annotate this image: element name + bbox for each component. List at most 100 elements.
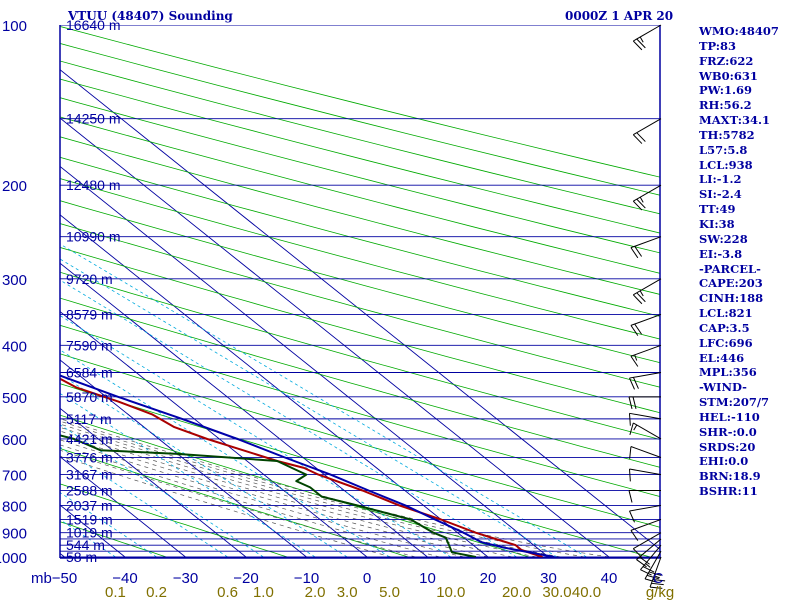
height-label: 16640 m	[66, 17, 120, 33]
height-label: 14250 m	[66, 111, 120, 127]
wind-barb	[630, 344, 662, 367]
height-label: 6584 m	[66, 365, 113, 381]
pressure-tick-label: 300	[2, 272, 27, 289]
index-item: TH:5782	[699, 127, 755, 142]
moist-adiabat-line	[60, 449, 416, 558]
mixing-ratio-label: 0.1	[105, 584, 126, 600]
parcel-trace	[60, 374, 555, 558]
index-item: MPL:356	[699, 365, 757, 380]
temperature-tick-label: −40	[112, 570, 137, 587]
sounding-time: 0000Z 1 APR 20	[565, 9, 674, 23]
height-label: 8579 m	[66, 306, 113, 322]
index-item: TT:49	[699, 202, 736, 217]
pressure-tick-label: 800	[2, 498, 27, 515]
wind-barb	[629, 422, 662, 440]
index-item: -PARCEL-	[699, 261, 761, 276]
wind-barb	[630, 236, 662, 259]
wind-barb	[628, 490, 661, 503]
temperature-trace	[60, 377, 543, 558]
height-label: 3776 m	[66, 449, 113, 465]
index-item: BRN:18.9	[699, 469, 761, 484]
index-item: CAP:3.5	[699, 320, 750, 335]
wind-barbs	[628, 24, 666, 589]
wind-barb	[628, 412, 662, 426]
wind-barb	[628, 468, 662, 482]
temperature-tick-label: −30	[173, 570, 198, 587]
index-item: KI:38	[699, 216, 735, 231]
temperature-tick-label: 40	[601, 570, 618, 587]
wind-barb	[629, 504, 662, 523]
wind-barb	[632, 24, 662, 51]
diagram-frame	[59, 25, 661, 559]
mixing-ratio-label: 3.0	[337, 584, 358, 600]
isotherm-line	[60, 165, 549, 558]
height-label: 58 m	[66, 549, 97, 565]
pressure-unit-label: mb	[31, 570, 52, 587]
wind-barb	[632, 532, 662, 558]
wind-barb	[630, 518, 662, 541]
index-item: RH:56.2	[699, 98, 752, 113]
index-item: WMO:48407	[699, 24, 779, 38]
temperature-tick-label: −20	[233, 570, 258, 587]
index-item: SW:228	[699, 231, 748, 246]
height-label: 7590 m	[66, 337, 113, 353]
index-item: EI:-3.8	[699, 246, 743, 261]
index-item: SHR-:0.0	[699, 424, 757, 439]
index-item: WB0:631	[699, 68, 758, 83]
mixing-ratio-line	[60, 349, 390, 558]
mixing-ratio-unit-label: g/kg	[646, 584, 674, 600]
mixing-ratio-label: 0.6	[217, 584, 238, 600]
temperature-tick-label: 0	[363, 570, 371, 587]
isotherm-line	[60, 407, 247, 558]
mixing-ratio-label: 0.2	[146, 584, 167, 600]
mixing-ratio-line	[60, 392, 316, 558]
index-item: MAXT:34.1	[699, 113, 770, 128]
height-label: 2037 m	[66, 497, 113, 513]
isotherm-line	[60, 456, 186, 558]
axis-labels: 100200300400500600700800900100016640 m14…	[0, 17, 674, 600]
isotherm-line	[60, 310, 368, 558]
sounding-traces	[60, 374, 555, 558]
index-item: BSHR:11	[699, 484, 758, 499]
diagram-background	[60, 25, 660, 558]
height-label: 5870 m	[66, 389, 113, 405]
mixing-ratio-label: 1.0	[253, 584, 274, 600]
mixing-ratio-line	[60, 258, 558, 558]
wind-barb	[632, 278, 662, 305]
isotherm-line	[60, 117, 610, 558]
mixing-ratio-label: 5.0	[379, 584, 400, 600]
index-item: EL:446	[699, 350, 745, 365]
temperature-tick-label: 10	[419, 570, 436, 587]
height-label: 1519 m	[66, 511, 113, 527]
wind-barb	[630, 313, 662, 336]
pressure-tick-label: 900	[2, 526, 27, 543]
index-item: SI:-2.4	[699, 187, 742, 202]
mixing-ratio-label: 40.0	[572, 584, 601, 600]
index-item: EHI:0.0	[699, 454, 749, 469]
height-label: 3167 m	[66, 467, 113, 483]
reference-lines	[60, 25, 660, 558]
height-label: 2588 m	[66, 483, 113, 499]
temperature-tick-label: −10	[294, 570, 319, 587]
wind-barb	[632, 118, 662, 144]
index-item: LFC:696	[699, 335, 753, 350]
wind-barb	[628, 396, 661, 409]
temperature-tick-label: −50	[52, 570, 77, 587]
temperature-unit-label: C	[653, 570, 664, 587]
index-item: CINH:188	[699, 291, 764, 306]
index-item: LCL:938	[699, 157, 753, 172]
isotherm-line	[60, 214, 489, 558]
mixing-ratio-label: 20.0	[502, 584, 531, 600]
wind-barb	[632, 184, 662, 211]
height-label: 12480 m	[66, 177, 120, 193]
station-title: VTUU (48407) Sounding	[68, 9, 233, 23]
pressure-tick-label: 500	[2, 390, 27, 407]
index-item: CAPE:203	[699, 276, 763, 291]
wind-barb	[629, 446, 662, 459]
height-label: 10990 m	[66, 229, 120, 245]
index-item: PW:1.69	[699, 83, 753, 98]
stability-indices-panel: WMO:48407 TP:83 FRZ:622 WB0:631 PW:1.69 RH:56…	[699, 24, 779, 499]
index-item: L57:5.8	[699, 142, 748, 157]
pressure-tick-label: 600	[2, 432, 27, 449]
